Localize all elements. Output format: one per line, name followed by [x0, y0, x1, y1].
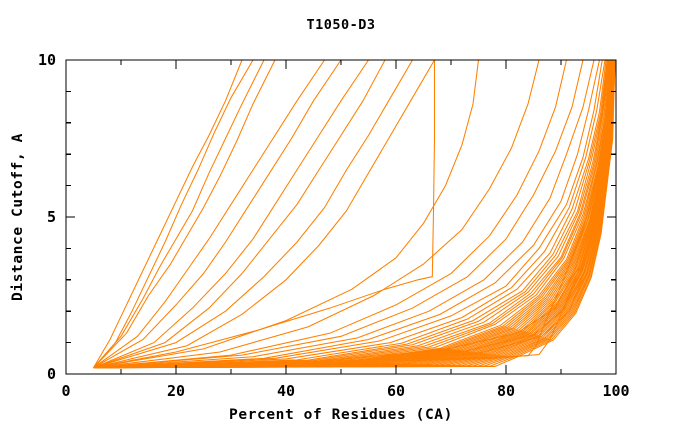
- data-curve: [93, 59, 480, 369]
- data-curve: [93, 59, 276, 369]
- x-tick-label: 0: [61, 382, 70, 400]
- data-curve: [93, 59, 609, 369]
- data-curve: [93, 59, 616, 369]
- data-curve: [93, 59, 616, 369]
- data-curve: [93, 59, 610, 369]
- x-axis-label: Percent of Residues (CA): [229, 407, 453, 423]
- axis-tick-labels-group: 0 20 40 60 80 100 0 5 10: [38, 51, 630, 400]
- data-curve: [93, 59, 607, 369]
- data-curve: [93, 59, 369, 369]
- y-tick-label: 10: [38, 51, 56, 69]
- y-axis-label: Distance Cutoff, A: [10, 133, 26, 301]
- data-curve: [93, 59, 413, 369]
- y-tick-label: 0: [47, 365, 56, 383]
- data-curve: [93, 59, 609, 369]
- data-curve: [93, 59, 606, 369]
- x-tick-label: 80: [497, 382, 515, 400]
- data-curve: [93, 59, 325, 369]
- axis-ticks-group: [65, 59, 617, 375]
- data-curve: [93, 59, 435, 369]
- x-tick-label: 60: [387, 382, 405, 400]
- data-curve: [93, 59, 595, 369]
- data-curve: [93, 59, 608, 369]
- data-curve: [93, 60, 436, 369]
- data-curve: [93, 59, 603, 369]
- data-curve: [93, 59, 610, 369]
- data-curve: [93, 59, 568, 369]
- data-curve: [93, 59, 612, 369]
- x-tick-label: 100: [602, 382, 629, 400]
- data-curve: [93, 59, 616, 369]
- data-curve: [93, 59, 616, 369]
- data-curve: [93, 59, 386, 369]
- data-curve: [93, 59, 601, 369]
- data-curve: [93, 59, 540, 369]
- data-curve: [93, 59, 611, 369]
- data-curve: [93, 59, 265, 369]
- data-curve: [93, 59, 254, 369]
- page-title: T1050-D3: [306, 17, 375, 33]
- x-tick-label: 40: [277, 382, 295, 400]
- data-curve: [93, 59, 615, 369]
- data-curve: [93, 59, 584, 369]
- data-curves-group: [93, 59, 616, 369]
- x-tick-label: 20: [167, 382, 185, 400]
- data-curve: [93, 59, 342, 369]
- data-curve: [93, 59, 612, 369]
- y-tick-label: 5: [47, 208, 56, 226]
- data-curve: [93, 59, 613, 369]
- data-curve: [93, 59, 243, 368]
